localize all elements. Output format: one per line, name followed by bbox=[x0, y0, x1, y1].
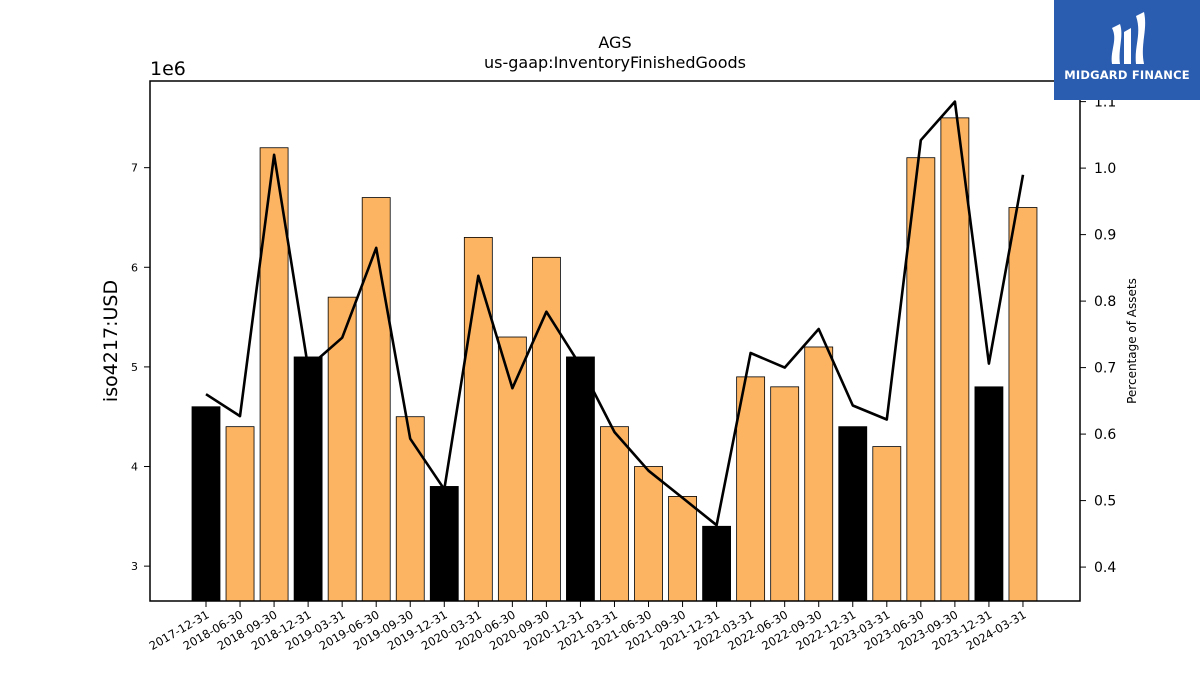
y2-tick-label: 0.6 bbox=[1094, 427, 1116, 443]
y2-axis-ticks: 0.40.50.60.70.80.91.01.1 bbox=[1080, 95, 1116, 576]
bar-2023-09-30 bbox=[940, 117, 970, 602]
y2-tick-label: 0.5 bbox=[1094, 494, 1116, 510]
bar-2020-09-30 bbox=[532, 256, 561, 602]
bar-2019-09-30 bbox=[395, 416, 425, 602]
bar-2022-12-31 bbox=[838, 426, 868, 602]
y-tick-label: 5 bbox=[131, 361, 138, 374]
y-tick-label: 4 bbox=[131, 461, 138, 474]
chart-title: AGS bbox=[598, 33, 631, 52]
y2-tick-label: 0.8 bbox=[1094, 294, 1116, 310]
bar-2020-06-30 bbox=[497, 336, 527, 602]
bar-2021-03-31 bbox=[600, 426, 629, 602]
percent-of-assets-line bbox=[205, 100, 1025, 527]
y2-tick-label: 0.7 bbox=[1094, 361, 1116, 377]
bar-2023-06-30 bbox=[906, 157, 936, 602]
y-axis-label: iso4217:USD bbox=[100, 280, 122, 402]
y2-tick-label: 0.9 bbox=[1094, 228, 1116, 244]
bar-2022-06-30 bbox=[770, 386, 800, 602]
plot-frame bbox=[149, 80, 1081, 602]
bar-2022-09-30 bbox=[804, 346, 834, 602]
bar-2023-03-31 bbox=[872, 446, 902, 602]
bar-2021-12-31 bbox=[702, 525, 731, 602]
x-axis-ticks: 2017-12-312018-06-302018-09-302018-12-31… bbox=[147, 601, 1028, 653]
y2-axis-label: Percentage of Assets bbox=[1125, 278, 1139, 404]
y-offset-label: 1e6 bbox=[150, 58, 186, 80]
bar-2023-12-31 bbox=[974, 386, 1004, 602]
chart-subtitle: us-gaap:InventoryFinishedGoods bbox=[484, 53, 746, 72]
bar-2017-12-31 bbox=[191, 406, 221, 602]
bar-2024-03-31 bbox=[1008, 207, 1038, 602]
y-axis-ticks: 3 4 5 6 7 bbox=[131, 162, 150, 573]
bar-2020-12-31 bbox=[566, 356, 595, 602]
y-tick-label: 7 bbox=[131, 162, 138, 175]
bar-2022-03-31 bbox=[736, 376, 766, 602]
bar-2019-12-31 bbox=[429, 486, 459, 602]
bar-2021-06-30 bbox=[634, 466, 663, 602]
bar-series bbox=[191, 117, 1038, 602]
y2-tick-label: 1.0 bbox=[1094, 161, 1116, 177]
midgard-logo-icon bbox=[1111, 12, 1146, 64]
bar-2019-06-30 bbox=[361, 197, 391, 602]
y2-tick-label: 0.4 bbox=[1094, 560, 1116, 576]
y-tick-label: 6 bbox=[131, 261, 138, 274]
midgard-finance-logo: MIDGARD FINANCE bbox=[1054, 0, 1200, 100]
y-tick-label: 3 bbox=[131, 560, 138, 573]
percent-line-series bbox=[205, 100, 1025, 527]
bar-2019-03-31 bbox=[327, 296, 357, 602]
bar-2018-12-31 bbox=[293, 356, 323, 602]
bar-2021-09-30 bbox=[668, 496, 697, 602]
bar-2018-06-30 bbox=[225, 426, 255, 602]
bar-2020-03-31 bbox=[463, 236, 493, 602]
logo-text: MIDGARD FINANCE bbox=[1064, 68, 1190, 82]
